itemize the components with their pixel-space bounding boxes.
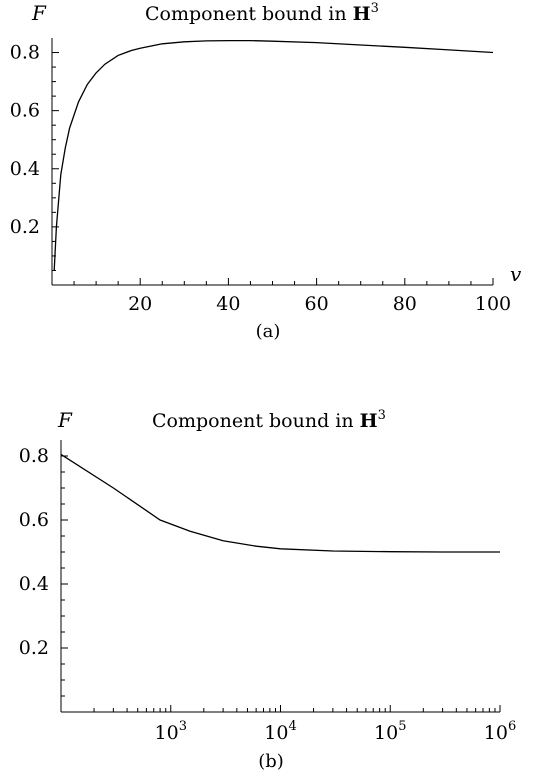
chart-b-xtick-label: 105: [374, 719, 406, 744]
chart-b-ytick-label: 0.8: [19, 445, 49, 467]
chart-a-title: Component bound in H3: [145, 1, 379, 25]
chart-b-title: Component bound in H3: [152, 408, 386, 432]
chart-a-series-line: [53, 39, 494, 271]
chart-a: F Component bound in H3 0.2 0.4 0.6 0.8 20 40…: [10, 1, 522, 342]
chart-a-xtick-label: 60: [305, 293, 329, 315]
chart-a-ylabel: F: [31, 1, 47, 25]
chart-b-ytick-label: 0.6: [19, 509, 49, 531]
chart-a-xtick-label: 80: [393, 293, 417, 315]
chart-a-title-sup: 3: [371, 1, 379, 16]
chart-a-ticks: 0.2 0.4 0.6 0.8 20 40 60 80 100: [10, 42, 511, 315]
chart-a-ytick-label: 0.4: [10, 158, 40, 180]
chart-b-caption: (b): [258, 751, 284, 772]
chart-a-xtick-label: 40: [216, 293, 240, 315]
chart-b-xtick-label: 106: [484, 719, 516, 744]
chart-b-xtick-label: 103: [155, 719, 187, 744]
chart-b: F Component bound in H3 0.2 0.4 0.6 0.8 103 1…: [19, 408, 516, 772]
chart-b-series-line: [60, 453, 500, 553]
chart-a-series: [53, 39, 494, 271]
chart-b-title-symbol: H: [360, 410, 378, 432]
chart-b-title-sup: 3: [378, 408, 386, 423]
chart-a-xlabel: v: [510, 262, 522, 286]
chart-a-caption: (a): [256, 321, 281, 342]
chart-a-ytick-label: 0.8: [10, 42, 40, 64]
chart-a-title-text: Component bound in: [145, 3, 353, 25]
chart-b-title-text: Component bound in: [152, 410, 360, 432]
chart-a-ytick-label: 0.6: [10, 100, 40, 122]
chart-b-ytick-label: 0.2: [19, 637, 49, 659]
chart-b-ticks: 0.2 0.4 0.6 0.8 103 104 105 106: [19, 445, 516, 744]
chart-b-series: [60, 453, 500, 553]
chart-a-title-symbol: H: [353, 3, 371, 25]
chart-a-xtick-label: 100: [475, 293, 511, 315]
chart-b-xtick-label: 104: [264, 719, 296, 744]
chart-a-ytick-label: 0.2: [10, 216, 40, 238]
chart-b-ylabel: F: [57, 408, 73, 432]
chart-b-ytick-label: 0.4: [19, 573, 49, 595]
chart-a-xtick-label: 20: [128, 293, 152, 315]
